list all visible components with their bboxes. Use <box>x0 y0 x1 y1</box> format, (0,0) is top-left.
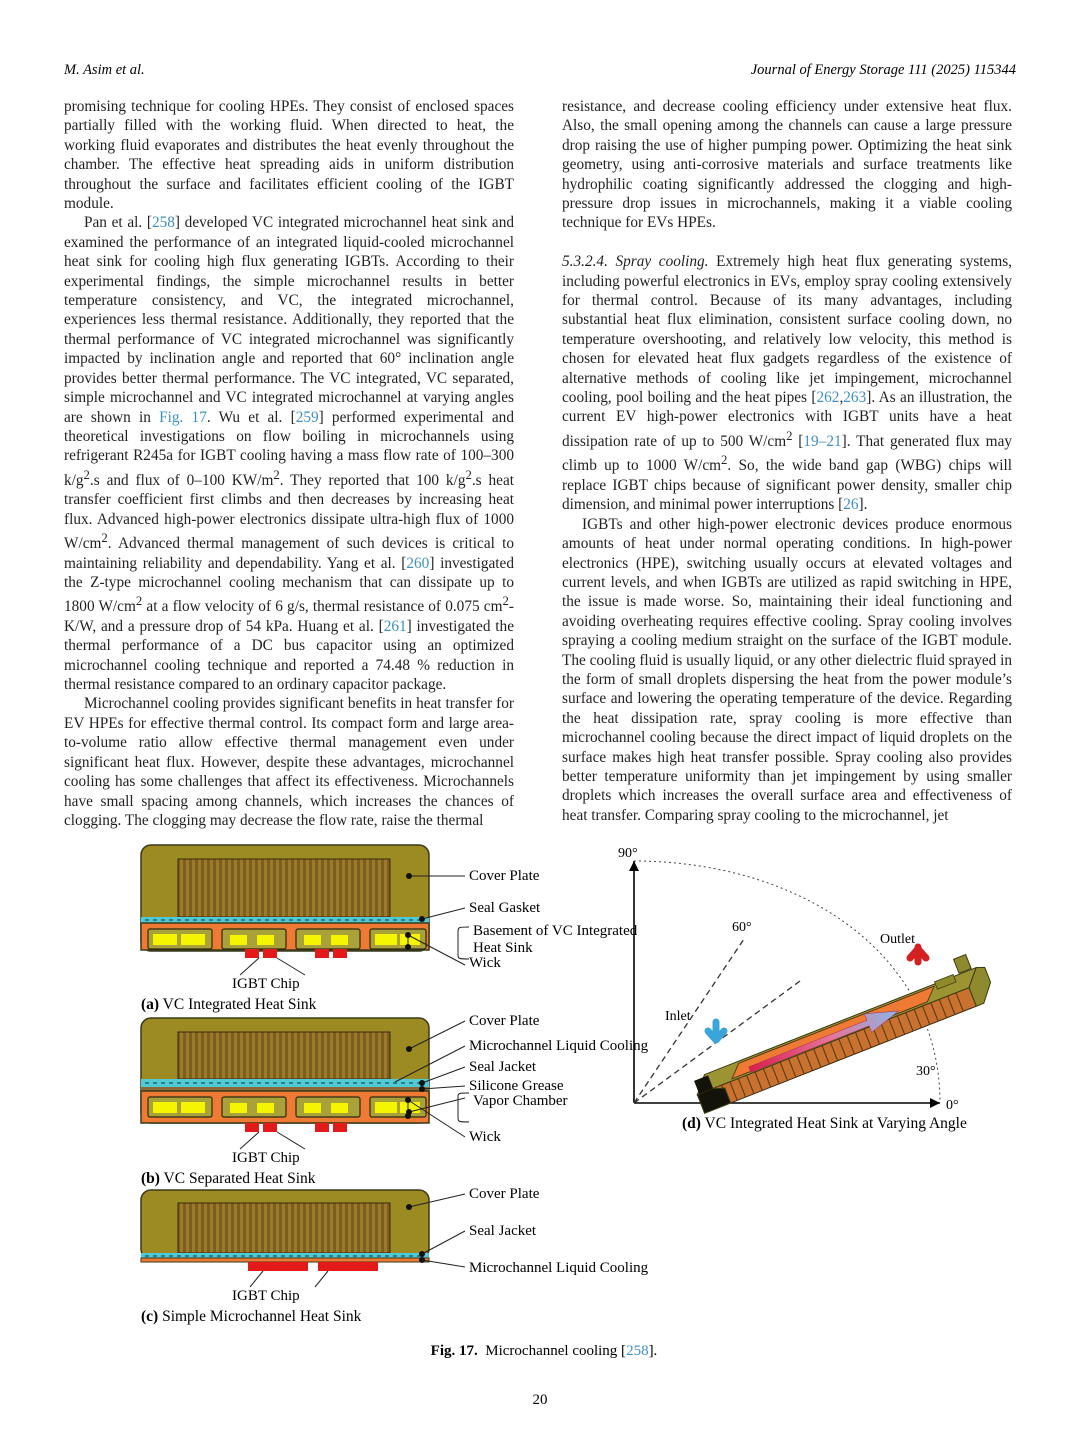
svg-text:90°: 90° <box>618 846 638 861</box>
svg-text:Heat Sink: Heat Sink <box>473 940 533 956</box>
svg-text:(a) VC Integrated Heat Sink: (a) VC Integrated Heat Sink <box>141 996 317 1013</box>
svg-text:(c) Simple Microchannel Heat S: (c) Simple Microchannel Heat Sink <box>141 1308 362 1325</box>
svg-text:Wick: Wick <box>469 1129 501 1145</box>
svg-text:(d) VC Integrated Heat Sink at: (d) VC Integrated Heat Sink at Varying A… <box>682 1115 967 1132</box>
svg-text:Vapor Chamber: Vapor Chamber <box>473 1093 568 1109</box>
svg-text:0°: 0° <box>946 1098 959 1113</box>
svg-text:Microchannel Liquid Cooling: Microchannel Liquid Cooling <box>469 1260 649 1276</box>
svg-text:60°: 60° <box>732 920 752 935</box>
svg-text:30°: 30° <box>916 1064 936 1079</box>
svg-text:Silicone Grease: Silicone Grease <box>469 1078 564 1094</box>
svg-text:(b) VC Separated Heat Sink: (b) VC Separated Heat Sink <box>141 1170 316 1187</box>
svg-text:Seal Jacket: Seal Jacket <box>469 1059 537 1075</box>
svg-text:Cover Plate: Cover Plate <box>469 1013 540 1029</box>
svg-text:Seal Jacket: Seal Jacket <box>469 1223 537 1239</box>
svg-text:Cover Plate: Cover Plate <box>469 868 540 884</box>
svg-text:Basement of VC Integrated: Basement of VC Integrated <box>473 923 638 939</box>
svg-text:IGBT Chip: IGBT Chip <box>232 1288 300 1304</box>
svg-text:IGBT Chip: IGBT Chip <box>232 1150 300 1166</box>
svg-text:Wick: Wick <box>469 955 501 971</box>
svg-text:Inlet: Inlet <box>665 1009 691 1024</box>
svg-text:Seal Gasket: Seal Gasket <box>469 900 541 916</box>
svg-text:Cover Plate: Cover Plate <box>469 1186 540 1202</box>
svg-text:Microchannel Liquid Cooling: Microchannel Liquid Cooling <box>469 1038 649 1054</box>
svg-text:IGBT Chip: IGBT Chip <box>232 976 300 992</box>
svg-text:Outlet: Outlet <box>880 932 915 947</box>
